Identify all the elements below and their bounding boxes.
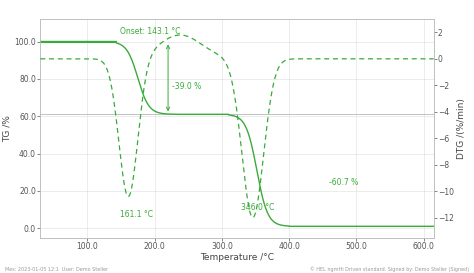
Text: 161.1 °C: 161.1 °C (119, 210, 153, 219)
Text: Onset: 143.1 °C: Onset: 143.1 °C (119, 27, 180, 36)
Y-axis label: DTG /(%/min): DTG /(%/min) (456, 98, 465, 159)
X-axis label: Temperature /°C: Temperature /°C (200, 253, 274, 262)
Y-axis label: TG /%: TG /% (2, 115, 11, 142)
Text: © HEL ngmHi Driven standard. Signed by: Demo Steller (Signed): © HEL ngmHi Driven standard. Signed by: … (310, 266, 469, 272)
Text: 346.0 °C: 346.0 °C (241, 203, 274, 212)
Text: Mes: 2023-01-05 12:1  User: Demo Steller: Mes: 2023-01-05 12:1 User: Demo Steller (5, 267, 108, 272)
Text: -39.0 %: -39.0 % (172, 82, 201, 91)
Text: -60.7 %: -60.7 % (329, 178, 359, 187)
